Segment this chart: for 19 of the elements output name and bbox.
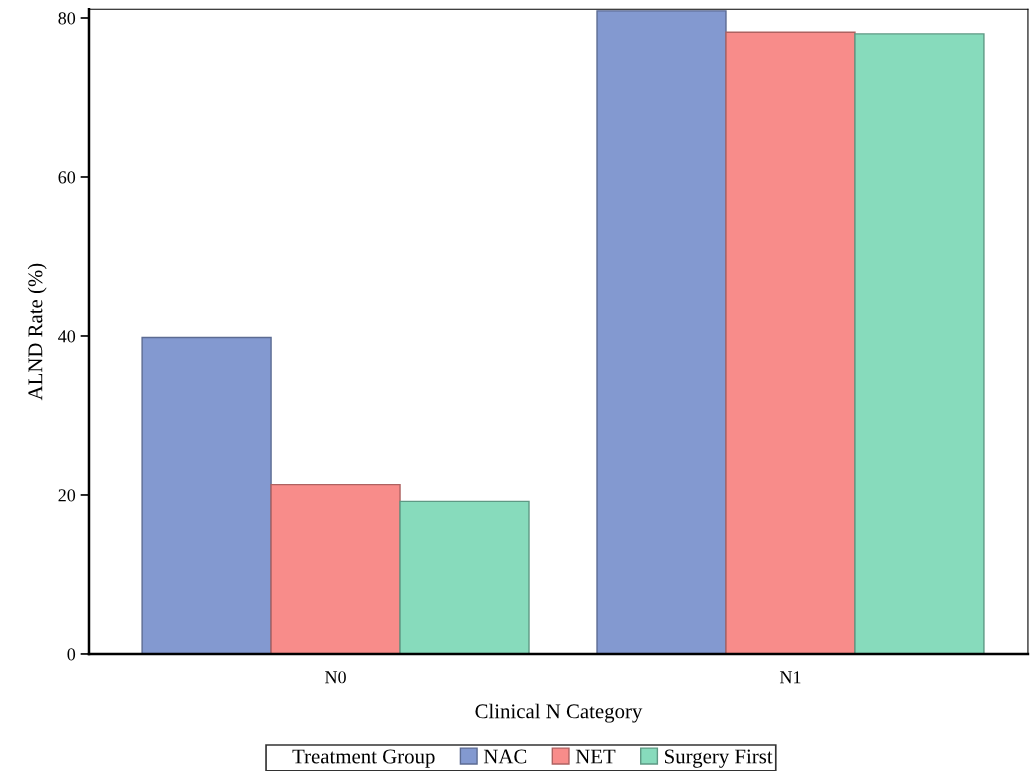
x-tick-label: N0 (325, 671, 346, 684)
legend-title: Treatment Group (292, 749, 435, 768)
x-axis-title: Clinical N Category (475, 703, 643, 723)
legend-label: Surgery First (665, 749, 773, 768)
bar (725, 31, 856, 654)
y-tick-label: 20 (58, 489, 76, 502)
bar (270, 483, 401, 654)
y-tick-label: 60 (58, 171, 76, 184)
bar (596, 10, 727, 654)
bar (141, 336, 272, 654)
y-tick-label: 0 (67, 648, 76, 661)
bar (854, 33, 985, 654)
y-tick-label: 80 (58, 12, 76, 25)
legend-label: NET (575, 749, 616, 764)
bar (399, 500, 530, 654)
y-axis-title: ALND Rate (%) (27, 263, 47, 401)
legend-label: NAC (483, 749, 527, 764)
x-tick-label: N1 (779, 671, 801, 684)
y-tick-label: 40 (58, 330, 76, 343)
